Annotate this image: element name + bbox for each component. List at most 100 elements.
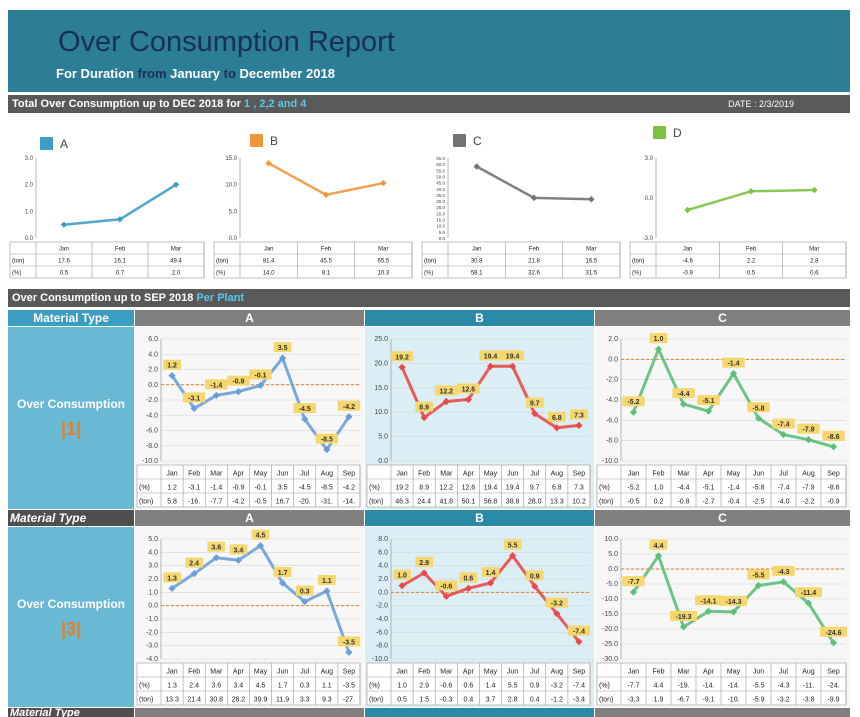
x-tick-label: Jan — [396, 471, 407, 478]
data-label-box — [459, 572, 478, 583]
table-cell: -0.5 — [627, 499, 639, 506]
table-cell: 0.3 — [300, 683, 310, 690]
table-cell: 13.3 — [550, 499, 564, 506]
data-label-box — [435, 385, 458, 396]
data-label-box — [747, 402, 770, 413]
data-label-text: -3.5 — [343, 639, 355, 646]
plant-header-b: B — [365, 310, 594, 326]
table-cell: 3.6 — [211, 683, 221, 690]
data-label: 3.4 — [229, 544, 248, 555]
data-label: -0.9 — [227, 375, 250, 386]
data-label-box — [249, 369, 272, 380]
data-label-box — [503, 539, 522, 550]
y-tick-label: 2.0 — [148, 367, 158, 374]
data-label-text: 6.8 — [552, 415, 562, 422]
data-label-box — [295, 585, 314, 596]
data-label: 0.3 — [295, 585, 314, 596]
data-label-text: 3.5 — [278, 345, 288, 352]
y-tick-label: -5.0 — [606, 581, 618, 588]
data-label-box — [251, 529, 270, 540]
table-cell: -0.8 — [677, 499, 689, 506]
data-label: 1.0 — [649, 333, 668, 344]
legend: A — [40, 137, 68, 151]
legend-label: B — [270, 134, 278, 148]
plant-header-a: A — [135, 310, 364, 326]
y-tick-label: -2.0 — [146, 397, 158, 404]
plant-header-a-partial — [135, 708, 364, 717]
x-tick-label: Feb — [746, 247, 757, 253]
x-tick-label: May — [727, 471, 741, 478]
table-cell: -3.3 — [627, 697, 639, 704]
table-row-label: (%) — [216, 271, 225, 277]
table-row-label: (%) — [369, 683, 380, 690]
data-label-text: -5.5 — [752, 573, 764, 580]
x-tick-label: Sep — [343, 669, 356, 676]
y-tick-label: 55.0 — [436, 168, 445, 173]
table-cell: 81.4 — [263, 259, 275, 265]
y-tick-label: 4.0 — [148, 549, 158, 556]
table-cell: -11. — [803, 683, 815, 690]
x-tick-label: Sep — [827, 669, 840, 676]
data-label: 7.3 — [570, 409, 588, 420]
table-cell: 2.9 — [419, 683, 429, 690]
plant-header-a: A — [135, 510, 364, 526]
chart-p3-A: 5.0 4.0 3.0 2.0 1.0 0.0 -1.0 -2.0 -3.0 -4.0 1.3 2.4… — [135, 527, 364, 707]
material-type-header: Material Type — [8, 310, 134, 326]
data-label: 3.5 — [273, 342, 292, 353]
data-label-text: -0.9 — [232, 379, 244, 386]
y-tick-label: 2.0 — [608, 336, 618, 343]
table-cell: 9.3 — [322, 697, 332, 704]
x-tick-label: Apr — [703, 669, 715, 676]
y-tick-label: 3.0 — [148, 563, 158, 570]
data-label-text: -0.1 — [254, 373, 266, 380]
total-section-label: Total Over Consumption up to DEC 2018 fo… — [12, 98, 307, 110]
y-tick-label: 50.0 — [436, 174, 445, 179]
table-cell: -7.7 — [210, 499, 222, 506]
table-cell: 28.0 — [528, 499, 542, 506]
data-point — [754, 414, 763, 422]
data-label-box — [205, 379, 228, 390]
y-tick-label: 0.0 — [25, 236, 34, 242]
data-label-text: 2.4 — [189, 561, 199, 568]
data-table — [366, 464, 591, 508]
data-label: -7.9 — [797, 423, 820, 434]
x-tick-label: Mar — [171, 247, 181, 253]
y-tick-label: -2.0 — [146, 629, 158, 636]
data-label-text: -5.8 — [752, 405, 764, 412]
data-label-box — [415, 401, 434, 412]
table-cell: -2.5 — [752, 499, 764, 506]
x-tick-label: Jan — [396, 669, 407, 676]
from-word: from — [137, 66, 167, 81]
data-label: 3.6 — [207, 541, 226, 552]
x-tick-label: Jan — [472, 247, 482, 253]
x-tick-label: Jan — [59, 247, 69, 253]
data-label-box — [795, 587, 822, 598]
table-cell: 45.5 — [320, 259, 332, 265]
x-tick-label: Sep — [827, 471, 840, 478]
x-tick-label: Feb — [652, 471, 664, 478]
to-value: December 2018 — [239, 66, 335, 81]
y-tick-label: 10.0 — [225, 183, 237, 189]
data-label: 1.0 — [393, 569, 411, 580]
data-label-text: 8.9 — [419, 405, 429, 412]
data-label-box — [649, 539, 668, 550]
table-cell: 30.8 — [471, 259, 483, 265]
y-tick-label: 1.0 — [25, 209, 34, 215]
data-label: -8.5 — [315, 433, 339, 444]
table-row-label: (%) — [632, 271, 641, 277]
data-label-text: 3.6 — [211, 545, 221, 552]
data-label-text: -14.3 — [726, 599, 742, 606]
data-label-box — [672, 388, 695, 399]
y-tick-label: -8.0 — [606, 438, 618, 445]
data-label-box — [525, 570, 544, 581]
table-cell: 6.8 — [552, 485, 562, 492]
data-label: -5.2 — [622, 396, 645, 407]
data-label-text: 1.0 — [397, 573, 407, 580]
table-cell: 1.1 — [322, 683, 332, 690]
table-cell: -1.2 — [551, 697, 563, 704]
x-tick-label: Jan — [166, 669, 177, 676]
table-cell: -8.5 — [321, 485, 333, 492]
y-tick-label: 15.0 — [374, 385, 388, 392]
table-cell: 8.1 — [322, 271, 331, 277]
data-point — [747, 188, 755, 195]
